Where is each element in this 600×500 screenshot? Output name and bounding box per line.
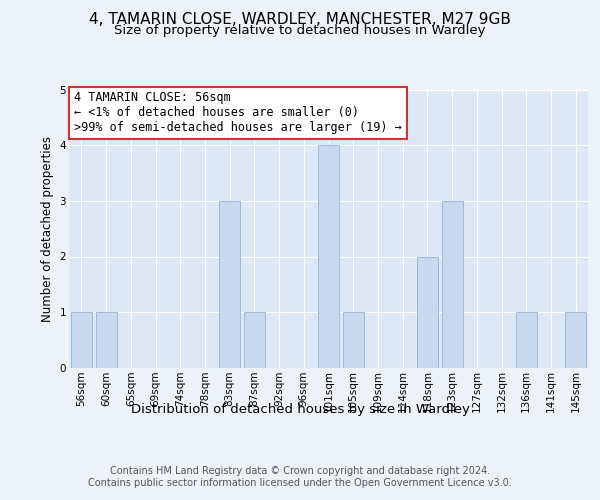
Text: Contains HM Land Registry data © Crown copyright and database right 2024.: Contains HM Land Registry data © Crown c… — [110, 466, 490, 476]
Bar — [565, 312, 586, 368]
Text: Size of property relative to detached houses in Wardley: Size of property relative to detached ho… — [114, 24, 486, 37]
Bar — [343, 312, 364, 368]
Text: 4, TAMARIN CLOSE, WARDLEY, MANCHESTER, M27 9GB: 4, TAMARIN CLOSE, WARDLEY, MANCHESTER, M… — [89, 12, 511, 28]
Bar — [71, 312, 92, 368]
Bar — [318, 146, 339, 368]
Bar — [516, 312, 537, 368]
Bar — [417, 256, 438, 368]
Bar — [442, 201, 463, 368]
Text: 4 TAMARIN CLOSE: 56sqm
← <1% of detached houses are smaller (0)
>99% of semi-det: 4 TAMARIN CLOSE: 56sqm ← <1% of detached… — [74, 92, 402, 134]
Text: Distribution of detached houses by size in Wardley: Distribution of detached houses by size … — [131, 402, 469, 415]
Y-axis label: Number of detached properties: Number of detached properties — [41, 136, 54, 322]
Bar — [95, 312, 116, 368]
Text: Contains public sector information licensed under the Open Government Licence v3: Contains public sector information licen… — [88, 478, 512, 488]
Bar — [244, 312, 265, 368]
Bar — [219, 201, 240, 368]
